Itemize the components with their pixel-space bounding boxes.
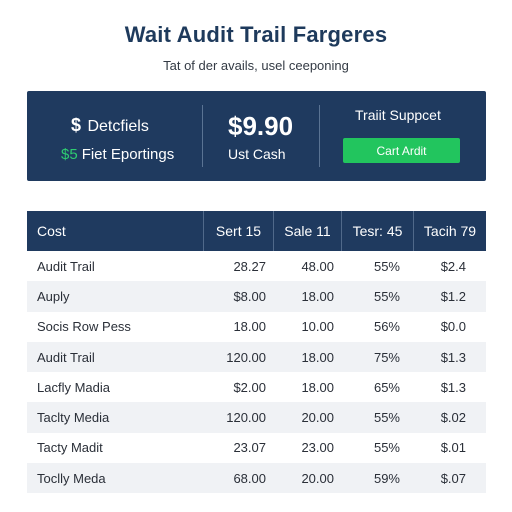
banner-reportings-label: Fiet Eportings — [81, 146, 175, 163]
table-cell: 55% — [373, 410, 400, 426]
cash-value: $9.90 — [228, 111, 294, 141]
column-header-sert[interactable]: Sert 15 — [204, 211, 274, 251]
table-cell: Taclty Media — [37, 410, 110, 426]
column-header-tesr[interactable]: Tesr: 45 — [342, 211, 414, 251]
table-cell: 28.27 — [233, 258, 266, 274]
table-row[interactable]: Tacty Madit 23.07 23.00 55% $.01 — [27, 433, 486, 463]
table-row[interactable]: Auply $8.00 18.00 55% $1.2 — [27, 281, 486, 312]
table-cell: 55% — [373, 288, 400, 304]
table-row[interactable]: Audit Trail 28.27 48.00 55% $2.4 — [27, 251, 486, 281]
table-cell: 75% — [373, 349, 400, 365]
table-row[interactable]: Toclly Meda 68.00 20.00 59% $.07 — [27, 463, 486, 494]
banner-details: $ Detcfiels — [71, 115, 149, 136]
page-subtitle: Tat of der avails, usel ceeponing — [163, 58, 349, 73]
table-cell: 10.00 — [301, 319, 334, 335]
table-row[interactable]: Lacfly Madia $2.00 18.00 65% $1.3 — [27, 372, 486, 402]
table-cell: 23.00 — [301, 440, 334, 456]
banner-reportings-amount: $5 — [61, 146, 78, 163]
table-cell: 120.00 — [226, 349, 266, 365]
table-row[interactable]: Taclty Media 120.00 20.00 55% $.02 — [27, 402, 486, 433]
table-cell: 18.00 — [301, 288, 334, 304]
table-cell: $0.0 — [440, 319, 466, 335]
table-cell: 18.00 — [301, 379, 334, 395]
table-cell: $.02 — [440, 410, 466, 426]
table-cell: 55% — [373, 258, 400, 274]
table-cell: 56% — [373, 319, 400, 335]
data-table: Cost Sert 15 Sale 11 Tesr: 45 Tacih 79 A… — [27, 211, 486, 494]
table-cell: $1.3 — [440, 379, 466, 395]
table-cell: Audit Trail — [37, 349, 95, 365]
cash-label: Ust Cash — [228, 146, 286, 162]
table-cell: $2.00 — [233, 379, 266, 395]
table-header: Cost Sert 15 Sale 11 Tesr: 45 Tacih 79 — [27, 211, 486, 251]
banner-divider — [202, 105, 203, 167]
table-cell: 55% — [373, 440, 400, 456]
table-cell: 120.00 — [226, 410, 266, 426]
banner-details-label: Detcfiels — [87, 118, 149, 135]
table-row[interactable]: Socis Row Pess 18.00 10.00 56% $0.0 — [27, 312, 486, 342]
page-title: Wait Audit Trail Fargeres — [124, 22, 388, 47]
table-cell: 20.00 — [301, 470, 334, 486]
dollar-icon: $ — [71, 115, 82, 135]
table-cell: Toclly Meda — [37, 470, 106, 486]
table-cell: $.01 — [440, 440, 466, 456]
table-cell: 65% — [373, 379, 400, 395]
table-cell: $2.4 — [440, 258, 466, 274]
table-cell: Lacfly Madia — [37, 379, 110, 395]
table-cell: 68.00 — [233, 470, 266, 486]
table-cell: Auply — [37, 288, 70, 304]
table-cell: $.07 — [440, 470, 466, 486]
table-cell: $8.00 — [233, 288, 266, 304]
table-cell: 18.00 — [301, 349, 334, 365]
banner-divider — [319, 105, 320, 167]
banner-reportings: $5 Fiet Eportings — [61, 146, 174, 163]
table-row[interactable]: Audit Trail 120.00 18.00 75% $1.3 — [27, 341, 486, 373]
table-body: Audit Trail 28.27 48.00 55% $2.4 Auply $8.00 18… — [27, 251, 486, 494]
table-cell: Audit Trail — [37, 258, 95, 274]
table-cell: 48.00 — [301, 258, 334, 274]
column-header-sale[interactable]: Sale 11 — [274, 211, 342, 251]
support-title: Traiit Suppcet — [355, 107, 441, 123]
table-cell: Socis Row Pess — [37, 319, 131, 335]
table-cell: Tacty Madit — [37, 440, 103, 456]
column-header-cost[interactable]: Cost — [27, 211, 204, 251]
table-cell: 59% — [373, 470, 400, 486]
table-cell: 20.00 — [301, 410, 334, 426]
column-header-tacih[interactable]: Tacih 79 — [423, 223, 477, 239]
cart-audit-button[interactable]: Cart Ardit — [343, 138, 460, 163]
table-cell: $1.2 — [440, 288, 466, 304]
table-cell: 18.00 — [233, 319, 266, 335]
table-cell: 23.07 — [233, 440, 266, 456]
table-cell: $1.3 — [440, 349, 466, 365]
summary-banner: $ Detcfiels $5 Fiet Eportings $9.90 Ust C… — [27, 91, 486, 181]
